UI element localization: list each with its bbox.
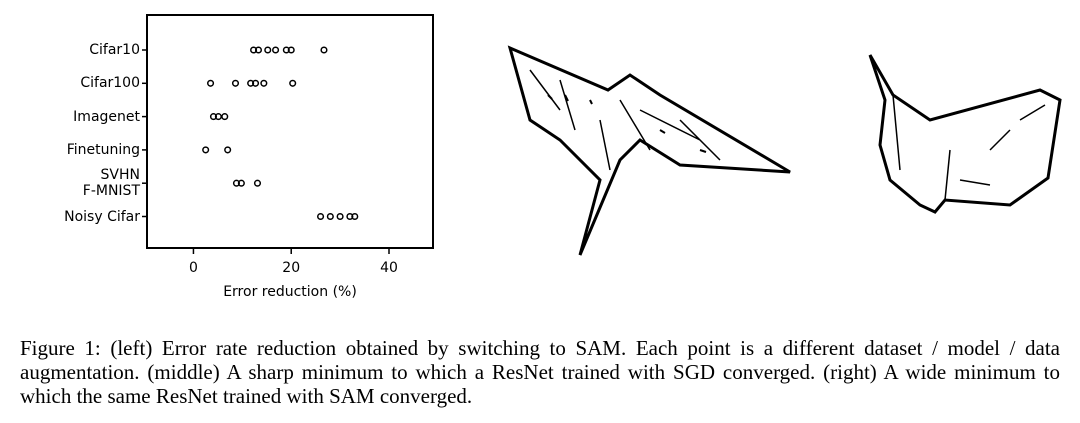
data-point: [264, 46, 272, 54]
data-point: [272, 46, 280, 54]
data-point: [351, 212, 359, 221]
data-point: [251, 79, 260, 87]
data-point: [202, 146, 210, 154]
data-point: [214, 113, 222, 121]
data-point: [207, 79, 215, 87]
y-tick-label: Noisy Cifar: [64, 208, 140, 225]
x-tick-label: 0: [189, 260, 198, 276]
figure: Error reduction (%) 0 20 40: [142, 14, 1062, 300]
caption: Figure 1: (left) Error rate reduction ob…: [20, 336, 1060, 408]
y-tick-label: Cifar10: [89, 42, 140, 58]
data-point: [254, 46, 263, 54]
data-point: [287, 46, 295, 54]
x-axis-label: Error reduction (%): [223, 284, 357, 300]
data-point: [253, 179, 262, 187]
data-point: [336, 212, 344, 221]
y-tick-label: Cifar100: [80, 75, 140, 92]
x-tick-label: 40: [380, 260, 398, 276]
y-tick-label: Finetuning: [66, 141, 140, 158]
plot-frame: [146, 14, 434, 249]
y-tick-label: SVHN F-MNIST: [82, 167, 140, 200]
x-tick-label: 20: [282, 260, 300, 276]
y-tick-label: Imagenet: [73, 108, 140, 125]
data-point: [224, 146, 232, 154]
data-point: [317, 212, 325, 221]
data-point: [231, 79, 240, 87]
sharp-minimum-surface: [507, 45, 791, 256]
data-point: [320, 46, 328, 54]
wide-minimum-surface: [868, 54, 1062, 214]
data-point: [326, 212, 334, 221]
data-point: [221, 113, 229, 121]
data-point: [289, 79, 297, 87]
data-point: [237, 179, 245, 187]
data-point: [260, 79, 268, 87]
